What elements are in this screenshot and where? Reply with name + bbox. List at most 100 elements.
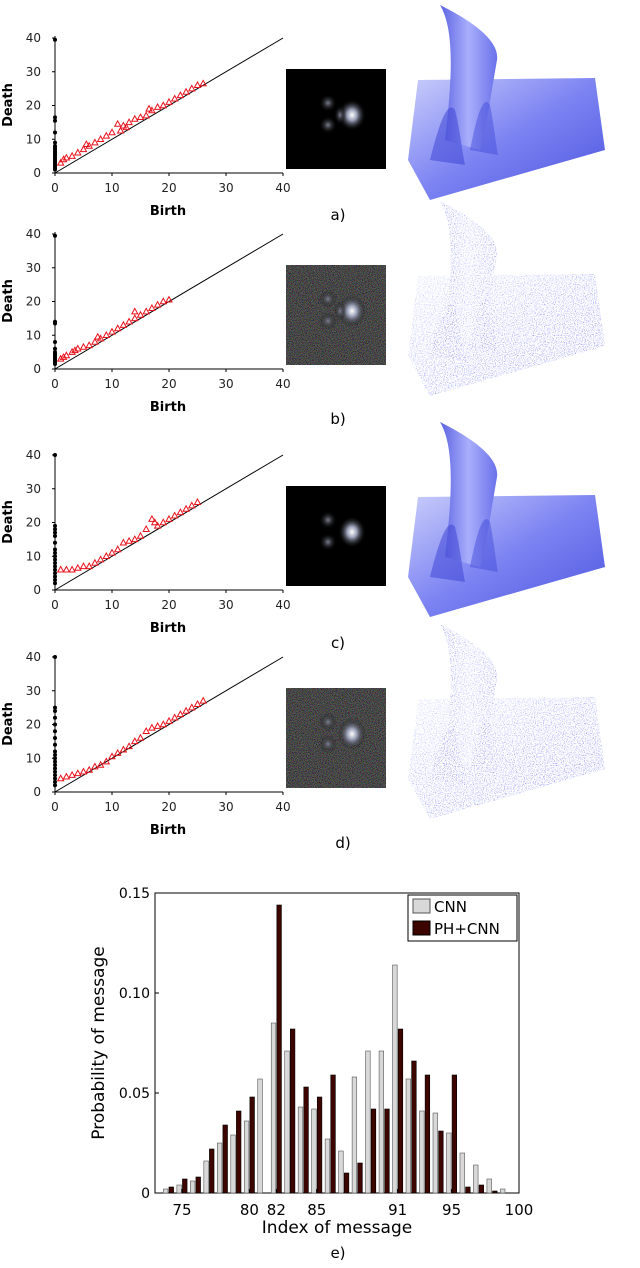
data-point-triangle bbox=[56, 354, 65, 362]
y-axis-label: Death bbox=[1, 279, 16, 323]
x-tick-label: 10 bbox=[104, 800, 119, 814]
data-point-triangle bbox=[93, 332, 102, 340]
data-point-dot bbox=[53, 763, 57, 767]
diagonal-line bbox=[54, 233, 284, 370]
data-point-triangle bbox=[125, 118, 133, 126]
panel-caption: c) bbox=[331, 634, 345, 652]
y-tick-label: 0 bbox=[33, 362, 41, 376]
data-point-triangle bbox=[125, 536, 133, 544]
data-point-triangle bbox=[68, 151, 76, 159]
data-point-dot bbox=[53, 722, 57, 727]
data-point-dot bbox=[53, 759, 57, 764]
panel-caption: d) bbox=[335, 834, 350, 852]
y-axis-label: Death bbox=[1, 500, 16, 544]
data-point-dot bbox=[53, 550, 57, 555]
data-point-triangle bbox=[62, 153, 71, 161]
data-point-dot bbox=[53, 756, 57, 761]
bar-cnn bbox=[230, 1134, 236, 1194]
bar-cnn bbox=[163, 1188, 169, 1194]
data-point-triangle bbox=[73, 148, 82, 156]
legend-swatch-cnn bbox=[412, 898, 431, 914]
bar-cnn bbox=[446, 1132, 452, 1194]
data-point-triangle bbox=[187, 501, 196, 509]
bar-phcnn bbox=[424, 1074, 431, 1194]
bar-phcnn bbox=[397, 1028, 404, 1194]
image-dim-spot bbox=[319, 290, 337, 308]
y-tick-label: 0.10 bbox=[119, 986, 150, 1002]
image-dim-spot bbox=[319, 533, 337, 551]
data-point-dot bbox=[53, 577, 57, 582]
x-tick-label: 30 bbox=[218, 800, 233, 814]
y-tick-label: 20 bbox=[26, 295, 41, 309]
data-point-triangle bbox=[187, 703, 196, 711]
data-point-dot bbox=[53, 37, 57, 42]
bar-cnn bbox=[217, 1142, 223, 1194]
data-point-triangle bbox=[82, 140, 91, 148]
data-point-triangle bbox=[79, 342, 88, 350]
data-point-triangle bbox=[145, 104, 153, 112]
data-point-dot bbox=[53, 340, 57, 344]
panel-b: 0 10 20 30 40 0 10 20 30 40 Birth Death b) bbox=[1, 201, 605, 428]
bar-phcnn bbox=[330, 1074, 336, 1194]
y-tick-label: 20 bbox=[26, 718, 41, 732]
y-tick-label: 0 bbox=[33, 785, 41, 799]
surface-side-peak bbox=[430, 107, 465, 165]
data-point-triangle bbox=[153, 521, 162, 529]
y-tick-label: 30 bbox=[26, 482, 41, 496]
data-point-triangle bbox=[113, 324, 122, 332]
data-point-triangle bbox=[182, 504, 190, 512]
data-point-dot bbox=[53, 742, 57, 747]
y-tick-label: 40 bbox=[26, 650, 41, 664]
y-tick-label: 40 bbox=[26, 31, 41, 45]
x-tick-label: 20 bbox=[161, 377, 176, 391]
data-point-triangle bbox=[62, 772, 71, 780]
bar-cnn bbox=[405, 1078, 411, 1194]
data-point-triangle bbox=[68, 347, 76, 355]
image-dim-spot bbox=[319, 312, 337, 330]
surface-plot bbox=[408, 5, 605, 200]
data-point-triangle bbox=[85, 562, 94, 570]
data-point-triangle bbox=[125, 742, 133, 750]
bar-phcnn bbox=[411, 1060, 417, 1194]
y-tick-label: 10 bbox=[26, 328, 41, 342]
data-point-triangle bbox=[153, 721, 162, 729]
image-bright-spot bbox=[338, 295, 366, 327]
data-point-triangle bbox=[85, 765, 94, 773]
data-point-dot bbox=[53, 715, 57, 720]
x-tick-label: 0 bbox=[51, 377, 59, 391]
data-point-triangle bbox=[182, 87, 190, 95]
x-axis-label: Birth bbox=[150, 400, 186, 415]
data-point-triangle bbox=[159, 720, 168, 728]
data-point-triangle bbox=[91, 762, 99, 770]
data-point-triangle bbox=[165, 295, 173, 303]
data-point-dot bbox=[53, 361, 57, 366]
panel-caption: b) bbox=[330, 410, 345, 428]
x-tick-label: 100 bbox=[505, 1201, 534, 1219]
data-point-dot bbox=[53, 581, 57, 586]
image-dim-spot bbox=[319, 735, 337, 753]
data-point-triangle bbox=[119, 538, 128, 546]
data-point-triangle bbox=[113, 545, 122, 553]
bar-cnn bbox=[392, 964, 398, 1194]
y-tick-label: 30 bbox=[26, 261, 41, 275]
data-point-dot bbox=[53, 773, 57, 778]
bar-cnn bbox=[297, 1106, 304, 1194]
data-point-triangle bbox=[142, 727, 151, 734]
data-point-triangle bbox=[153, 102, 162, 110]
surface-side-peak bbox=[430, 524, 465, 582]
bar-phcnn bbox=[384, 1108, 390, 1194]
data-point-triangle bbox=[79, 767, 88, 775]
panel-e: 0 0.05 0.10 0.15 75 80 82 85 91 95 100 Index of mes… bbox=[89, 886, 533, 1262]
x-tick-label: 91 bbox=[388, 1201, 407, 1219]
spot-image bbox=[286, 688, 386, 788]
data-point-triangle bbox=[119, 745, 128, 753]
bar-cnn bbox=[473, 1164, 479, 1194]
data-point-triangle bbox=[142, 111, 151, 119]
data-point-triangle bbox=[125, 317, 133, 325]
data-point-triangle bbox=[62, 351, 71, 359]
bar-cnn bbox=[257, 1078, 263, 1194]
bar-phcnn bbox=[478, 1184, 484, 1194]
diagonal-line bbox=[54, 37, 284, 174]
bar-phcnn bbox=[249, 1096, 255, 1194]
